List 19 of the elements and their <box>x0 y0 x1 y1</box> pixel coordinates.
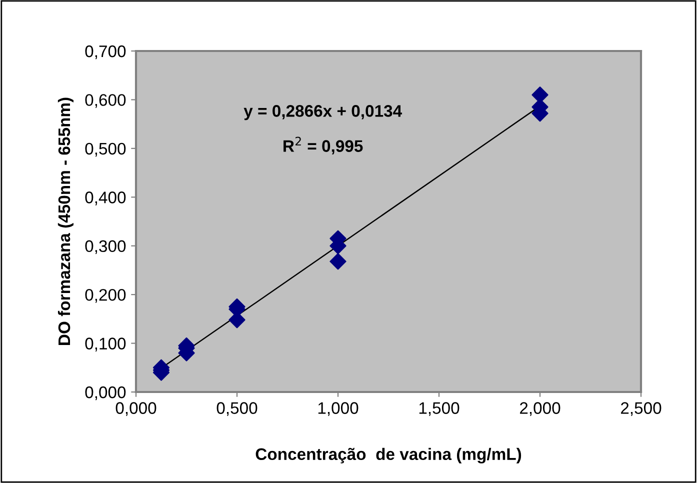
annotation: R$^{2}$ = 0,995 <box>284 136 363 154</box>
y-tick-label: 0,200 <box>85 288 126 303</box>
y-tick-label: 0,700 <box>85 45 126 60</box>
x-tick-label: 2,500 <box>620 402 662 416</box>
y-tick-label: 0,400 <box>85 192 126 206</box>
x-tick-label: 0,500 <box>216 402 258 416</box>
x-tick-label: 1,000 <box>318 402 358 416</box>
y-tick-label: 0,500 <box>85 142 126 157</box>
y-tick-label: 0,000 <box>85 386 126 400</box>
y-tick-label: 0,300 <box>85 240 126 254</box>
y-axis-title: DO formazana (450nm - 655nm) <box>58 98 74 345</box>
x-tick-label: 0,000 <box>116 402 156 416</box>
x-tick-label: 2,000 <box>520 402 560 416</box>
y-tick-label: 0,100 <box>85 338 126 352</box>
point <box>330 253 346 270</box>
x-axis-title: Concentração de vacina (mg/mL) <box>256 448 522 464</box>
y-tick-label: 0,600 <box>85 94 126 108</box>
annotation: y = 0,2866x + 0,0134 <box>244 105 402 120</box>
x-tick-label: 1,500 <box>419 402 460 416</box>
